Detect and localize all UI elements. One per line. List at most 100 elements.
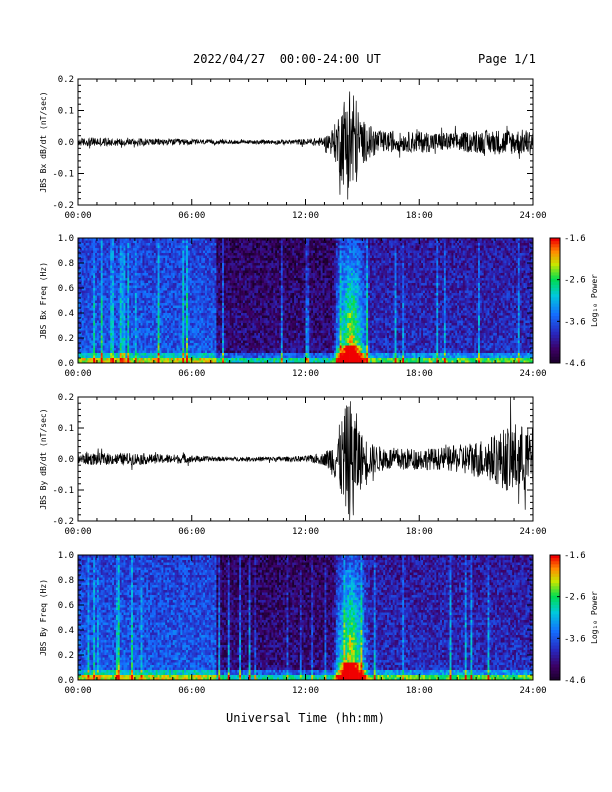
spectrogram-cell: [224, 331, 226, 334]
spectrogram-cell: [262, 298, 264, 301]
spectrogram-cell: [135, 306, 137, 309]
spectrogram-cell: [116, 301, 118, 304]
spectrogram-cell: [249, 258, 251, 261]
spectrogram-cell: [215, 271, 217, 274]
spectrogram-cell: [169, 328, 171, 331]
spectrogram-cell: [163, 343, 165, 346]
spectrogram-cell: [239, 291, 241, 294]
spectrogram-cell: [84, 241, 86, 244]
spectrogram-cell: [180, 266, 182, 269]
spectrogram-cell: [233, 321, 235, 324]
spectrogram-cell: [186, 356, 188, 359]
spectrogram-cell: [203, 313, 205, 316]
spectrogram-cell: [197, 281, 199, 284]
spectrogram-cell: [249, 316, 251, 319]
spectrogram-cell: [99, 313, 101, 316]
spectrogram-cell: [260, 308, 262, 311]
spectrogram-cell: [160, 331, 162, 334]
spectrogram-cell: [101, 351, 103, 354]
spectrogram-cell: [188, 336, 190, 339]
spectrogram-cell: [169, 323, 171, 326]
spectrogram-cell: [254, 351, 256, 354]
spectrogram-cell: [209, 246, 211, 249]
spectrogram-cell: [251, 246, 253, 249]
spectrogram-cell: [241, 346, 243, 349]
spectrogram-cell: [160, 336, 162, 339]
spectrogram-cell: [122, 331, 124, 334]
spectrogram-cell: [239, 296, 241, 299]
spectrogram-cell: [84, 336, 86, 339]
spectrogram-cell: [158, 326, 160, 329]
spectrogram-cell: [108, 313, 110, 316]
spectrogram-cell: [258, 286, 260, 289]
spectrogram-cell: [173, 336, 175, 339]
spectrogram-cell: [148, 306, 150, 309]
spectrogram-cell: [108, 248, 110, 251]
spectrogram-cell: [101, 323, 103, 326]
spectrogram-cell: [158, 338, 160, 341]
spectrogram-cell: [213, 328, 215, 331]
spectrogram-cell: [175, 328, 177, 331]
spectrogram-cell: [239, 316, 241, 319]
spectrogram-cell: [152, 281, 154, 284]
spectrogram-cell: [152, 298, 154, 301]
spectrogram-cell: [235, 331, 237, 334]
spectrogram-cell: [207, 303, 209, 306]
spectrogram-cell: [154, 326, 156, 329]
spectrogram-cell: [254, 293, 256, 296]
spectrogram-cell: [125, 338, 127, 341]
spectrogram-cell: [144, 353, 146, 356]
spectrogram-cell: [175, 241, 177, 244]
spectrogram-cell: [114, 273, 116, 276]
spectrogram-cell: [256, 313, 258, 316]
spectrogram-cell: [105, 313, 107, 316]
spectrogram-cell: [175, 351, 177, 354]
spectrogram-cell: [209, 276, 211, 279]
spectrogram-cell: [131, 248, 133, 251]
spectrogram-cell: [86, 271, 88, 274]
spectrogram-cell: [192, 313, 194, 316]
spectrogram-cell: [237, 336, 239, 339]
spectrogram-cell: [188, 328, 190, 331]
spectrogram-cell: [235, 276, 237, 279]
spectrogram-cell: [129, 303, 131, 306]
spectrogram-cell: [262, 278, 264, 281]
spectrogram-cell: [243, 318, 245, 321]
spectrogram-cell: [146, 318, 148, 321]
spectrogram-cell: [169, 351, 171, 354]
spectrogram-cell: [226, 248, 228, 251]
spectrogram-cell: [249, 268, 251, 271]
spectrogram-cell: [211, 248, 213, 251]
spectrogram-cell: [152, 351, 154, 354]
spectrogram-cell: [209, 323, 211, 326]
spectrogram-cell: [260, 331, 262, 334]
spectrogram-cell: [177, 326, 179, 329]
spectrogram-cell: [205, 308, 207, 311]
spectrogram-cell: [243, 348, 245, 351]
spectrogram-cell: [106, 281, 108, 284]
spectrogram-cell: [169, 348, 171, 351]
spectrogram-cell: [260, 356, 262, 359]
spectrogram-cell: [118, 243, 120, 246]
spectrogram-cell: [133, 251, 135, 254]
spectrogram-cell: [186, 316, 188, 319]
spectrogram-cell: [148, 258, 150, 261]
spectrogram-cell: [148, 331, 150, 334]
spectrogram-cell: [177, 268, 179, 271]
spectrogram-cell: [196, 246, 198, 249]
spectrogram-cell: [184, 303, 186, 306]
spectrogram-cell: [148, 251, 150, 254]
spectrogram-cell: [211, 338, 213, 341]
spectrogram-cell: [87, 308, 89, 311]
spectrogram-cell: [180, 346, 182, 349]
spectrogram-cell: [252, 281, 254, 284]
spectrogram-cell: [167, 286, 169, 289]
spectrogram-cell: [89, 246, 91, 249]
spectrogram-cell: [156, 351, 158, 354]
spectrogram-cell: [137, 241, 139, 244]
spectrogram-cell: [239, 258, 241, 261]
spectrogram-cell: [235, 338, 237, 341]
spectrogram-cell: [254, 251, 256, 254]
spectrogram-cell: [241, 356, 243, 359]
spectrogram-cell: [239, 326, 241, 329]
